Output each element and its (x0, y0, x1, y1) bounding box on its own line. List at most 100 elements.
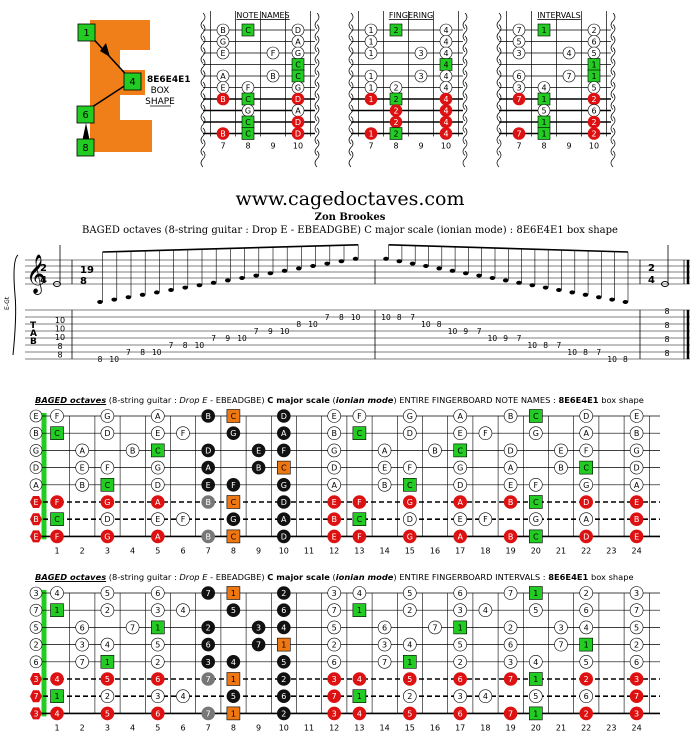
open-string-marker (30, 690, 42, 703)
note-label: A (205, 464, 211, 473)
note-label: 1 (54, 606, 59, 615)
fret-number: 19 (506, 723, 516, 732)
note-marker (291, 127, 305, 140)
note-label: 3 (332, 589, 337, 598)
note-label: 5 (105, 709, 110, 718)
note-label: 7 (634, 692, 639, 701)
note-label: 4 (357, 589, 362, 598)
fret-number: 20 (531, 546, 541, 555)
note-head (338, 259, 345, 264)
note-marker (528, 603, 543, 618)
note-label: C (281, 464, 287, 473)
note-marker (554, 460, 568, 475)
root-note-marker (453, 443, 468, 458)
edge-wave (462, 93, 468, 110)
note-head (182, 285, 188, 290)
note-label: 1 (368, 130, 373, 139)
note-label: G (104, 412, 110, 421)
note-marker (100, 512, 115, 526)
marker-label: 4 (129, 77, 135, 88)
note-marker (100, 426, 115, 441)
root-note-marker (241, 127, 255, 140)
note-marker (377, 637, 392, 652)
note-marker (276, 672, 291, 686)
note-head (53, 281, 61, 287)
note-label: F (105, 464, 110, 473)
fret-number: 3 (105, 546, 110, 555)
root-marker (77, 23, 96, 42)
note-label: C (54, 429, 60, 438)
root-marker (76, 105, 95, 124)
note-marker (216, 92, 230, 106)
note-marker (478, 689, 493, 703)
edge-wave (462, 150, 468, 168)
note-label: 4 (584, 623, 589, 632)
note-label: F (584, 446, 589, 455)
note-marker (453, 426, 468, 441)
note-marker (276, 478, 291, 492)
note-head (661, 281, 669, 287)
note-label: G (245, 107, 251, 116)
note-label: 4 (105, 641, 110, 650)
tab-fret: 8 (583, 348, 588, 357)
note-label: 2 (591, 26, 596, 35)
note-label: 1 (541, 130, 546, 139)
note-label: 6 (458, 675, 463, 684)
note-marker (75, 620, 89, 635)
root-note-marker (50, 603, 64, 618)
note-label: 1 (533, 709, 538, 718)
note-marker (579, 672, 594, 686)
note-marker (579, 443, 594, 458)
site-url[interactable]: www.cagedoctaves.com (235, 188, 465, 210)
edge-wave (200, 70, 206, 87)
fret-number: 19 (506, 546, 516, 555)
note-label: 2 (332, 641, 337, 650)
note-label: 1 (541, 118, 546, 127)
note-label: 3 (80, 641, 85, 650)
note-marker (352, 586, 367, 600)
note-label: 3 (155, 606, 160, 615)
note-label: D (634, 464, 640, 473)
fret-number: 22 (581, 546, 591, 555)
note-label: G (533, 429, 539, 438)
note-label: 1 (533, 675, 538, 684)
note-marker (251, 443, 266, 458)
note-label: 1 (231, 589, 236, 598)
mini-fret-number: 10 (441, 142, 451, 151)
tab-fret: 9 (225, 334, 230, 343)
note-label: 5 (591, 49, 596, 58)
edge-wave (610, 116, 616, 133)
note-marker (402, 672, 417, 686)
fingerboard-intervals-title: BAGED octaves (8-string guitar : Drop E … (35, 572, 634, 582)
note-label: 2 (393, 84, 398, 93)
note-label: 1 (584, 641, 589, 650)
note-marker (201, 586, 215, 600)
note-beam (388, 244, 629, 253)
root-marker (76, 138, 95, 157)
note-label: G (230, 515, 236, 524)
note-marker (503, 478, 518, 492)
root-note-marker (352, 426, 367, 441)
note-marker (629, 672, 644, 686)
note-label: D (281, 532, 287, 541)
note-marker (276, 426, 291, 441)
note-marker (100, 603, 115, 618)
note-marker (402, 529, 417, 544)
tab-fret: 8 (437, 320, 442, 329)
edge-wave (314, 47, 320, 64)
note-label: A (382, 446, 388, 455)
note-label: G (220, 38, 226, 47)
note-label: 4 (443, 95, 448, 104)
note-label: 4 (541, 84, 546, 93)
root-note-marker (389, 23, 403, 37)
note-marker (377, 655, 392, 669)
note-label: 7 (558, 641, 563, 650)
note-label: G (407, 412, 413, 421)
note-marker (201, 706, 215, 721)
note-head (296, 266, 302, 271)
edge-wave (348, 58, 354, 76)
note-label: 1 (231, 675, 236, 684)
note-label: 1 (368, 95, 373, 104)
